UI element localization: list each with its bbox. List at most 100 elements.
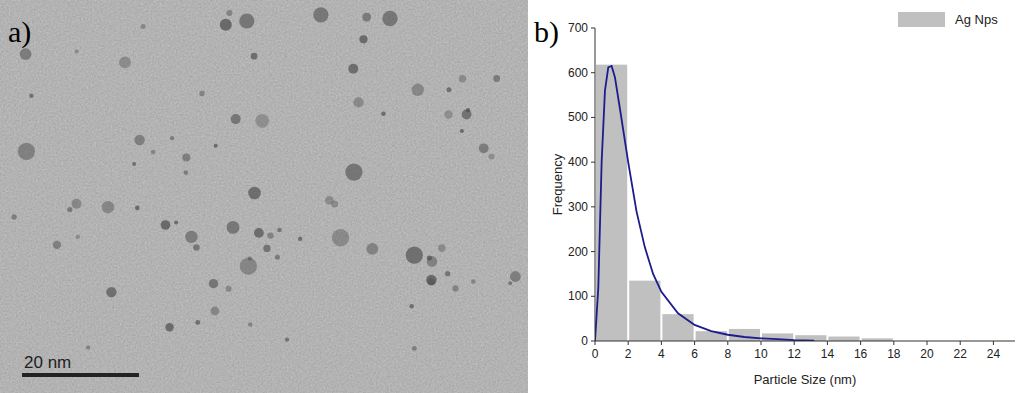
x-tick — [661, 341, 662, 345]
particle — [226, 286, 232, 292]
legend: Ag Nps — [898, 12, 998, 27]
particle — [508, 281, 512, 285]
particle — [366, 243, 378, 255]
particle — [211, 307, 220, 316]
particle — [438, 244, 446, 252]
y-tick-label: 100 — [568, 289, 588, 303]
particle — [231, 114, 241, 124]
x-tick-label: 6 — [691, 347, 698, 361]
x-tick — [761, 341, 762, 345]
bar — [828, 337, 859, 341]
y-tick-label: 300 — [568, 200, 588, 214]
particle — [226, 10, 232, 16]
y-tick-label: 200 — [568, 245, 588, 259]
x-tick — [727, 341, 728, 345]
x-tick-label: 18 — [887, 347, 901, 361]
particle — [254, 228, 264, 238]
particle — [427, 256, 432, 261]
x-tick-label: 20 — [920, 347, 934, 361]
particle — [141, 24, 146, 29]
particle — [348, 64, 358, 74]
x-axis — [595, 341, 1015, 342]
particle — [445, 271, 450, 276]
legend-swatch — [898, 12, 945, 27]
particle — [471, 279, 476, 284]
particle — [106, 287, 116, 297]
particle — [462, 110, 472, 120]
particle — [354, 97, 364, 107]
y-axis — [595, 28, 596, 341]
x-tick — [628, 341, 629, 345]
x-tick — [927, 341, 928, 345]
particle — [53, 241, 61, 249]
x-tick-label: 4 — [658, 347, 665, 361]
particle — [275, 255, 280, 260]
particle — [427, 256, 438, 267]
particle — [170, 136, 174, 140]
x-tick — [993, 341, 994, 345]
x-axis-label: Particle Size (nm) — [754, 372, 857, 387]
particle — [251, 53, 258, 60]
particle — [248, 187, 261, 200]
y-tick — [591, 162, 595, 163]
particle — [359, 35, 367, 43]
x-tick — [595, 341, 596, 345]
y-tick — [591, 296, 595, 297]
particle — [20, 48, 32, 60]
particle — [263, 245, 270, 252]
particle — [479, 143, 489, 153]
x-tick-label: 24 — [987, 347, 1001, 361]
y-tick — [591, 341, 595, 342]
particle — [345, 164, 362, 181]
tem-image — [0, 0, 528, 393]
particle — [220, 19, 232, 31]
particle — [298, 237, 302, 241]
y-tick — [591, 117, 595, 118]
particle — [277, 228, 282, 233]
particle — [489, 153, 495, 159]
y-axis-label: Frequency — [550, 153, 565, 215]
particle — [412, 84, 424, 96]
bar — [662, 314, 693, 341]
x-tick-label: 16 — [854, 347, 868, 361]
particle — [447, 87, 452, 92]
tem-background — [0, 0, 528, 393]
particle — [460, 129, 464, 133]
particle — [412, 346, 417, 351]
particle — [240, 258, 257, 275]
particle — [182, 153, 190, 161]
scale-bar — [22, 373, 139, 377]
particle — [493, 75, 500, 82]
scale-bar-label: 20 nm — [24, 353, 71, 372]
particle — [195, 320, 200, 325]
x-tick — [860, 341, 861, 345]
tem-texture — [0, 0, 528, 393]
particle — [199, 91, 204, 96]
particle — [11, 214, 16, 219]
x-tick-label: 8 — [724, 347, 731, 361]
particle — [313, 7, 328, 22]
x-tick-label: 2 — [625, 347, 632, 361]
fit-curve — [595, 66, 814, 341]
particle — [184, 170, 189, 175]
x-tick — [794, 341, 795, 345]
particle — [119, 57, 131, 69]
bar — [629, 281, 660, 341]
particle — [285, 338, 289, 342]
y-tick — [591, 251, 595, 252]
particle — [174, 221, 178, 225]
y-tick-label: 0 — [581, 334, 588, 348]
particle — [426, 275, 437, 286]
particle — [29, 94, 33, 98]
particle — [102, 201, 114, 213]
particle — [165, 323, 173, 331]
particle — [161, 220, 171, 230]
particle — [510, 271, 521, 282]
particle — [381, 111, 386, 116]
x-tick-label: 14 — [821, 347, 835, 361]
x-tick — [694, 341, 695, 345]
x-tick — [827, 341, 828, 345]
particle — [267, 232, 273, 238]
panel-label: a) — [8, 15, 31, 49]
y-tick — [591, 72, 595, 73]
